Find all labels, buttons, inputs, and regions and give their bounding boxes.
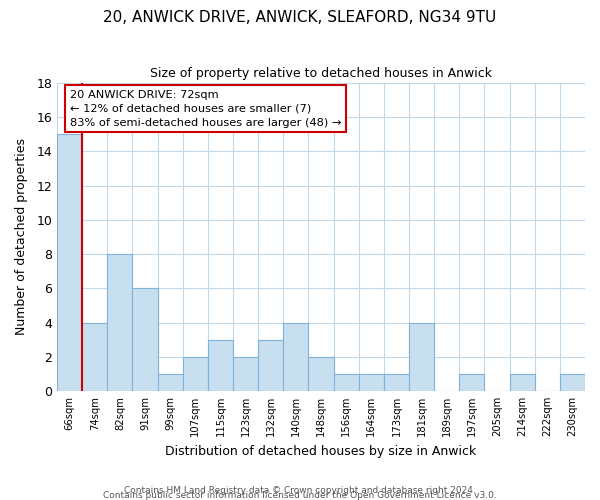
Bar (183, 356, 208, 391)
Bar (283, 322, 308, 391)
Bar (208, 340, 233, 391)
Text: 20 ANWICK DRIVE: 72sqm
← 12% of detached houses are smaller (7)
83% of semi-deta: 20 ANWICK DRIVE: 72sqm ← 12% of detached… (70, 90, 341, 128)
Bar (133, 288, 158, 391)
Bar (509, 374, 535, 391)
Bar (258, 340, 283, 391)
X-axis label: Distribution of detached houses by size in Anwick: Distribution of detached houses by size … (166, 444, 476, 458)
Text: Contains public sector information licensed under the Open Government Licence v3: Contains public sector information licen… (103, 491, 497, 500)
Bar (409, 322, 434, 391)
Title: Size of property relative to detached houses in Anwick: Size of property relative to detached ho… (150, 68, 492, 80)
Text: 20, ANWICK DRIVE, ANWICK, SLEAFORD, NG34 9TU: 20, ANWICK DRIVE, ANWICK, SLEAFORD, NG34… (103, 10, 497, 25)
Bar (560, 374, 585, 391)
Bar (308, 356, 334, 391)
Y-axis label: Number of detached properties: Number of detached properties (15, 138, 28, 336)
Bar (82, 322, 107, 391)
Bar (384, 374, 409, 391)
Bar (158, 374, 183, 391)
Bar (359, 374, 384, 391)
Bar (233, 356, 258, 391)
Text: Contains HM Land Registry data © Crown copyright and database right 2024.: Contains HM Land Registry data © Crown c… (124, 486, 476, 495)
Bar (460, 374, 484, 391)
Bar (107, 254, 133, 391)
Bar (334, 374, 359, 391)
Bar (57, 134, 82, 391)
